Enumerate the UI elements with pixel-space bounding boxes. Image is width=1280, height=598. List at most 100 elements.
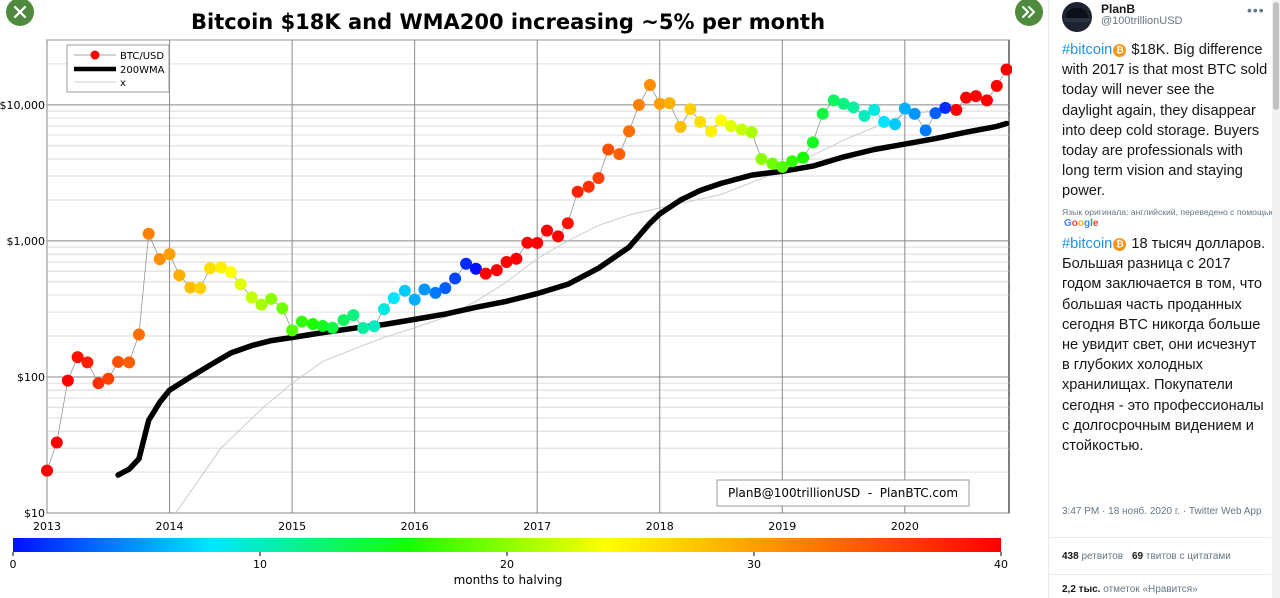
- data-point: [102, 372, 115, 385]
- translation-note: Язык оригинала: английский, переведено с…: [1062, 207, 1272, 217]
- data-point: [868, 103, 881, 116]
- data-point: [663, 97, 676, 110]
- colorbar-tick-label: 0: [10, 558, 17, 571]
- retweets-label: ретвитов: [1081, 551, 1124, 562]
- quotes-label: твитов с цитатами: [1145, 551, 1231, 562]
- x-tick-label: 2014: [156, 520, 184, 533]
- likes-stat[interactable]: 2,2 тыс. отметок «Нравится»: [1062, 584, 1198, 595]
- data-point: [184, 281, 197, 294]
- annotation-box: PlanB@100trillionUSD - PlanBTC.com: [716, 479, 970, 507]
- data-point: [418, 283, 431, 296]
- data-point: [969, 90, 982, 103]
- google-logo: Google: [1064, 218, 1099, 229]
- retweets-count: 438: [1062, 551, 1079, 562]
- likes-count: 2,2 тыс.: [1062, 584, 1101, 595]
- data-point: [215, 261, 228, 274]
- x-tick-label: 2018: [646, 520, 674, 533]
- data-point: [306, 318, 319, 331]
- y-tick-label: $10,000: [0, 99, 45, 112]
- data-point: [61, 374, 74, 387]
- hashtag-link-translated[interactable]: #bitcoin: [1062, 236, 1113, 252]
- data-point: [368, 320, 381, 333]
- data-point: [908, 107, 921, 120]
- data-point: [153, 253, 166, 266]
- legend: BTC/USD 200WMA x: [66, 44, 170, 93]
- quotes-count: 69: [1132, 551, 1144, 562]
- data-point: [613, 148, 626, 161]
- data-point: [878, 115, 891, 128]
- data-point: [337, 314, 350, 327]
- scrollbar-track[interactable]: [1272, 0, 1280, 598]
- data-point: [429, 286, 442, 299]
- data-point: [694, 115, 707, 128]
- data-point: [378, 303, 391, 316]
- data-point: [234, 278, 247, 291]
- data-point: [705, 125, 718, 138]
- legend-marker-btc: [90, 50, 100, 60]
- data-point: [745, 126, 758, 139]
- divider: [1049, 537, 1271, 538]
- avatar[interactable]: [1062, 2, 1092, 32]
- expand-button[interactable]: [1015, 0, 1043, 26]
- data-point: [786, 155, 799, 168]
- data-point: [858, 109, 871, 122]
- data-point: [245, 291, 258, 304]
- data-point: [439, 282, 452, 295]
- hashtag-link[interactable]: #bitcoin: [1062, 42, 1113, 58]
- data-point: [173, 269, 186, 282]
- quotes-stat[interactable]: 69 твитов с цитатами: [1132, 551, 1231, 562]
- data-point: [469, 262, 482, 275]
- retweets-stat[interactable]: 438 ретвитов: [1062, 551, 1123, 562]
- data-point: [265, 292, 278, 305]
- data-point: [939, 101, 952, 114]
- data-point: [449, 272, 462, 285]
- y-axis: $10 $100 $1,000 $10,000: [0, 99, 45, 520]
- data-point: [602, 143, 615, 156]
- data-point: [776, 160, 789, 173]
- data-point: [592, 172, 605, 185]
- tweet-body-original: $18K. Big difference with 2017 is that m…: [1062, 42, 1268, 200]
- data-point: [112, 355, 125, 368]
- scrollbar-thumb[interactable]: [1273, 2, 1279, 110]
- more-icon[interactable]: •••: [1247, 2, 1265, 18]
- tweet-text-translated: #bitcoin ₿ 18 тысяч долларов. Большая раз…: [1062, 234, 1268, 456]
- data-point: [540, 224, 553, 237]
- tweet-body-translated: 18 тысяч долларов. Большая разница с 201…: [1062, 236, 1266, 455]
- y-tick-label: $100: [17, 371, 45, 384]
- colorbar-tick-label: 30: [747, 558, 761, 571]
- likes-label: отметок «Нравится»: [1103, 584, 1198, 595]
- data-point: [347, 309, 360, 322]
- data-point: [479, 267, 492, 280]
- data-point: [847, 101, 860, 114]
- tweet-timestamp[interactable]: 3:47 PM · 18 нояб. 2020 г. · Twitter Web…: [1062, 506, 1262, 517]
- data-point: [797, 151, 810, 164]
- data-point: [194, 282, 207, 295]
- tweet-text-original: #bitcoin ₿ $18K. Big difference with 2017…: [1062, 40, 1268, 202]
- data-point: [632, 98, 645, 111]
- data-point: [684, 103, 697, 116]
- data-point: [316, 319, 329, 332]
- data-point: [950, 103, 963, 116]
- data-point: [276, 302, 289, 315]
- x-tick-label: 2013: [33, 520, 61, 533]
- chart-title: Bitcoin $18K and WMA200 increasing ~5% p…: [191, 10, 825, 34]
- colorbar-tick-label: 40: [994, 558, 1008, 571]
- colorbar-tick-label: 10: [253, 558, 267, 571]
- data-point: [326, 321, 339, 334]
- author-name[interactable]: PlanB: [1101, 2, 1136, 16]
- data-point: [295, 315, 308, 328]
- data-point: [460, 257, 473, 270]
- data-point: [552, 230, 565, 243]
- legend-label-wma: 200WMA: [120, 65, 165, 76]
- colorbar-ticks: 0 10 20 30 40: [10, 552, 1008, 571]
- data-point: [123, 356, 136, 369]
- x-tick-label: 2017: [523, 520, 551, 533]
- author-handle[interactable]: @100trillionUSD: [1101, 15, 1183, 27]
- collapse-button[interactable]: [6, 0, 34, 26]
- data-point: [735, 123, 748, 136]
- close-icon: [13, 5, 27, 19]
- data-point: [715, 114, 728, 127]
- data-point: [357, 322, 370, 335]
- data-point: [990, 79, 1003, 92]
- chart-area: Bitcoin $18K and WMA200 increasing ~5% p…: [0, 0, 1012, 587]
